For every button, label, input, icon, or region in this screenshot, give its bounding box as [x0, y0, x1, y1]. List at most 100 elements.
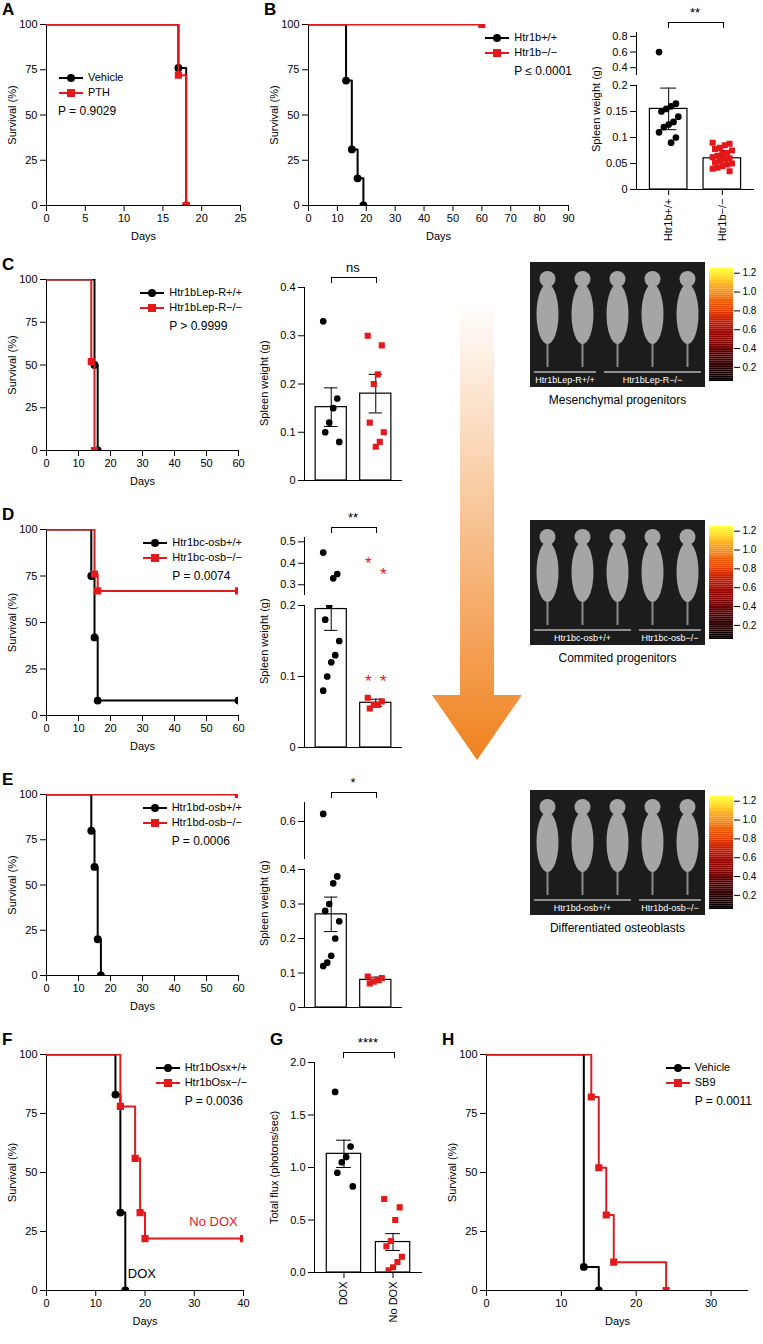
- svg-text:0.5: 0.5: [280, 535, 295, 547]
- svg-text:2.0: 2.0: [290, 1056, 305, 1068]
- svg-text:*: *: [380, 565, 387, 584]
- svg-text:30: 30: [389, 212, 401, 224]
- svg-text:20: 20: [196, 212, 208, 224]
- svg-text:0.3: 0.3: [280, 329, 295, 341]
- svg-text:Htr1bc-osb+/+: Htr1bc-osb+/+: [554, 633, 611, 643]
- svg-text:0.05: 0.05: [606, 157, 627, 169]
- svg-text:30: 30: [136, 982, 148, 994]
- svg-text:25: 25: [287, 154, 299, 166]
- svg-text:0.4: 0.4: [280, 557, 295, 569]
- svg-text:Days: Days: [130, 740, 156, 752]
- svg-text:0: 0: [621, 183, 627, 195]
- svg-text:50: 50: [200, 982, 212, 994]
- svg-text:70: 70: [505, 212, 517, 224]
- svg-text:Survival (%): Survival (%): [446, 1143, 458, 1202]
- svg-text:80: 80: [533, 212, 545, 224]
- svg-text:10: 10: [118, 212, 130, 224]
- svg-text:DOX: DOX: [337, 1281, 349, 1306]
- svg-text:1.0: 1.0: [290, 1161, 305, 1173]
- svg-text:90: 90: [562, 212, 574, 224]
- svg-text:Htr1bd-osb−/−: Htr1bd-osb−/−: [641, 903, 699, 913]
- svg-text:25: 25: [25, 154, 37, 166]
- svg-text:0.3: 0.3: [280, 578, 295, 590]
- svg-text:0: 0: [293, 199, 299, 211]
- svg-text:0: 0: [483, 1297, 489, 1309]
- svg-text:20: 20: [104, 722, 116, 734]
- svg-text:Survival (%): Survival (%): [6, 1143, 18, 1202]
- svg-text:0.2: 0.2: [280, 378, 295, 390]
- svg-text:1.0: 1.0: [743, 286, 757, 297]
- svg-text:Days: Days: [130, 475, 156, 487]
- svg-text:No DOX: No DOX: [189, 1214, 238, 1229]
- svg-text:0.2: 0.2: [280, 932, 295, 944]
- svg-text:0: 0: [289, 741, 295, 753]
- svg-text:25: 25: [25, 924, 37, 936]
- svg-text:75: 75: [287, 63, 299, 75]
- svg-text:0: 0: [31, 444, 37, 456]
- svg-text:0.6: 0.6: [743, 582, 757, 593]
- svg-text:Htr1b−/−: Htr1b−/−: [716, 199, 728, 242]
- svg-text:25: 25: [25, 1225, 37, 1237]
- svg-text:0.3: 0.3: [280, 898, 295, 910]
- svg-text:Htr1bd-osb+/+: Htr1bd-osb+/+: [554, 903, 612, 913]
- svg-text:0.6: 0.6: [743, 324, 757, 335]
- svg-text:10: 10: [72, 722, 84, 734]
- svg-text:1.2: 1.2: [743, 267, 757, 278]
- svg-text:75: 75: [25, 833, 37, 845]
- svg-text:50: 50: [200, 722, 212, 734]
- svg-text:Survival (%): Survival (%): [268, 85, 280, 144]
- svg-text:0: 0: [289, 474, 295, 486]
- svg-text:0: 0: [43, 982, 49, 994]
- svg-text:5: 5: [82, 212, 88, 224]
- svg-text:100: 100: [19, 523, 37, 535]
- svg-text:0.8: 0.8: [743, 305, 757, 316]
- svg-text:Htr1b+/+: Htr1b+/+: [662, 199, 674, 242]
- svg-text:60: 60: [232, 722, 244, 734]
- svg-text:50: 50: [447, 212, 459, 224]
- svg-text:100: 100: [459, 1048, 477, 1060]
- svg-text:60: 60: [476, 212, 488, 224]
- svg-text:0.2: 0.2: [280, 601, 295, 611]
- svg-text:20: 20: [139, 1297, 151, 1309]
- svg-text:0: 0: [289, 1001, 295, 1013]
- svg-text:Days: Days: [132, 1315, 158, 1327]
- svg-text:0.2: 0.2: [743, 362, 757, 373]
- svg-text:1.2: 1.2: [743, 525, 757, 536]
- svg-text:100: 100: [19, 18, 37, 30]
- svg-text:30: 30: [705, 1297, 717, 1309]
- svg-text:60: 60: [232, 982, 244, 994]
- svg-text:Days: Days: [131, 230, 157, 242]
- svg-text:Days: Days: [130, 1000, 156, 1012]
- svg-text:20: 20: [104, 457, 116, 469]
- svg-text:75: 75: [465, 1107, 477, 1119]
- svg-text:*: *: [380, 672, 387, 691]
- svg-text:0.4: 0.4: [280, 281, 295, 293]
- svg-text:20: 20: [104, 982, 116, 994]
- svg-text:0: 0: [305, 212, 311, 224]
- svg-text:40: 40: [168, 457, 180, 469]
- svg-text:30: 30: [136, 722, 148, 734]
- svg-text:25: 25: [25, 663, 37, 675]
- svg-text:Survival (%): Survival (%): [6, 855, 18, 914]
- svg-text:0.8: 0.8: [612, 30, 627, 42]
- svg-text:0.4: 0.4: [743, 601, 757, 612]
- svg-text:0.2: 0.2: [743, 620, 757, 631]
- svg-text:30: 30: [136, 457, 148, 469]
- svg-text:50: 50: [25, 1166, 37, 1178]
- svg-text:30: 30: [188, 1297, 200, 1309]
- svg-text:20: 20: [630, 1297, 642, 1309]
- svg-text:0.4: 0.4: [743, 343, 757, 354]
- svg-text:40: 40: [418, 212, 430, 224]
- svg-text:20: 20: [360, 212, 372, 224]
- svg-text:10: 10: [90, 1297, 102, 1309]
- svg-text:10: 10: [72, 982, 84, 994]
- svg-text:*: *: [365, 672, 372, 691]
- svg-text:25: 25: [234, 212, 246, 224]
- svg-text:40: 40: [237, 1297, 249, 1309]
- svg-text:100: 100: [19, 273, 37, 285]
- svg-text:0: 0: [31, 709, 37, 721]
- svg-text:0: 0: [43, 1297, 49, 1309]
- svg-text:Htr1bLep-R+/+: Htr1bLep-R+/+: [535, 375, 595, 385]
- svg-text:DOX: DOX: [128, 1266, 157, 1281]
- svg-text:Days: Days: [605, 1315, 631, 1327]
